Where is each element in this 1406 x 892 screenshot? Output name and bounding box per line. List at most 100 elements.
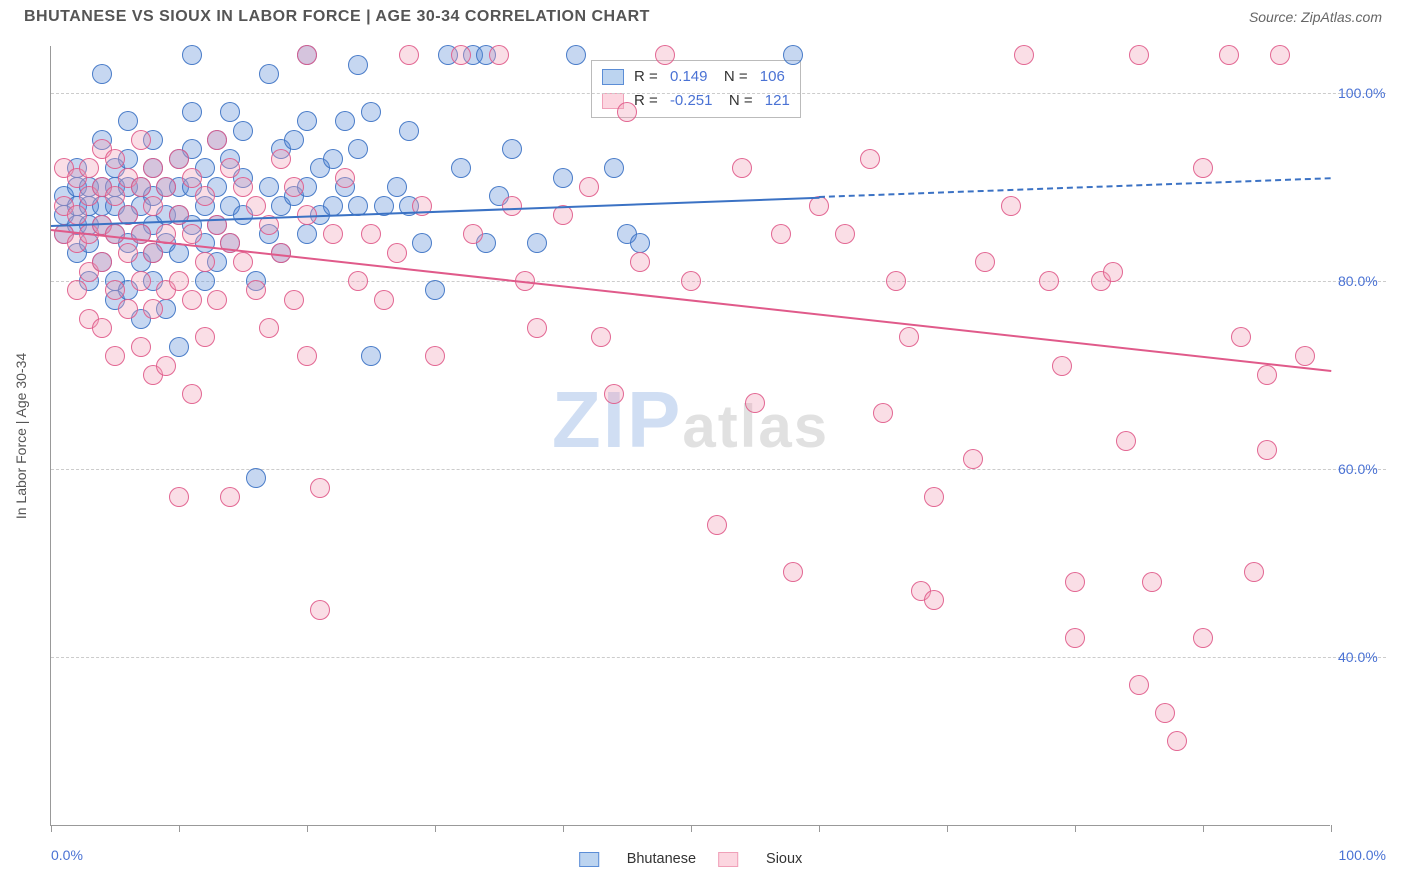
data-point [1257, 440, 1277, 460]
data-point [1167, 731, 1187, 751]
data-point [387, 243, 407, 263]
data-point [463, 224, 483, 244]
data-point [527, 233, 547, 253]
plot-area: ZIPatlas In Labor Force | Age 30-34 R = … [50, 46, 1330, 826]
data-point [886, 271, 906, 291]
data-point [835, 224, 855, 244]
data-point [1065, 628, 1085, 648]
data-point [143, 158, 163, 178]
gridline [51, 657, 1386, 658]
data-point [860, 149, 880, 169]
data-point [655, 45, 675, 65]
data-point [1052, 356, 1072, 376]
data-point [195, 327, 215, 347]
data-point [451, 158, 471, 178]
data-point [374, 290, 394, 310]
data-point [169, 487, 189, 507]
data-point [630, 252, 650, 272]
watermark: ZIPatlas [552, 374, 829, 466]
data-point [1231, 327, 1251, 347]
data-point [323, 224, 343, 244]
data-point [220, 158, 240, 178]
data-point [105, 224, 125, 244]
data-point [399, 45, 419, 65]
legend-swatch-bhutanese [579, 852, 599, 867]
stats-row-bhutanese: R = 0.149 N = 106 [602, 65, 790, 89]
data-point [783, 562, 803, 582]
data-point [182, 102, 202, 122]
chart-title: BHUTANESE VS SIOUX IN LABOR FORCE | AGE … [24, 8, 650, 26]
data-point [1001, 196, 1021, 216]
data-point [975, 252, 995, 272]
x-tick [947, 825, 948, 832]
data-point [131, 130, 151, 150]
data-point [169, 271, 189, 291]
data-point [297, 45, 317, 65]
data-point [233, 252, 253, 272]
data-point [451, 45, 471, 65]
y-tick-label: 100.0% [1330, 85, 1386, 101]
data-point [604, 384, 624, 404]
data-point [924, 487, 944, 507]
x-tick [1203, 825, 1204, 832]
data-point [182, 384, 202, 404]
data-point [259, 318, 279, 338]
data-point [246, 196, 266, 216]
x-axis-label-min: 0.0% [51, 847, 83, 863]
data-point [156, 177, 176, 197]
data-point [361, 346, 381, 366]
data-point [233, 121, 253, 141]
data-point [169, 337, 189, 357]
data-point [118, 299, 138, 319]
data-point [259, 64, 279, 84]
data-point [207, 130, 227, 150]
y-tick-label: 40.0% [1330, 649, 1386, 665]
data-point [67, 280, 87, 300]
data-point [489, 45, 509, 65]
data-point [92, 252, 112, 272]
data-point [591, 327, 611, 347]
data-point [1129, 45, 1149, 65]
data-point [169, 149, 189, 169]
data-point [361, 102, 381, 122]
data-point [963, 449, 983, 469]
data-point [207, 290, 227, 310]
x-tick [1075, 825, 1076, 832]
data-point [284, 130, 304, 150]
data-point [323, 149, 343, 169]
data-point [1116, 431, 1136, 451]
data-point [348, 55, 368, 75]
data-point [630, 233, 650, 253]
data-point [1270, 45, 1290, 65]
stats-n-value-bhutanese: 106 [760, 65, 785, 89]
data-point [220, 487, 240, 507]
y-tick-label: 80.0% [1330, 273, 1386, 289]
data-point [873, 403, 893, 423]
data-point [1244, 562, 1264, 582]
data-point [271, 149, 291, 169]
x-tick [563, 825, 564, 832]
data-point [118, 243, 138, 263]
data-point [348, 271, 368, 291]
data-point [681, 271, 701, 291]
data-point [143, 243, 163, 263]
chart-container: ZIPatlas In Labor Force | Age 30-34 R = … [50, 46, 1386, 826]
y-tick-label: 60.0% [1330, 461, 1386, 477]
data-point [1039, 271, 1059, 291]
data-point [412, 233, 432, 253]
data-point [182, 45, 202, 65]
stats-r-value-bhutanese: 0.149 [670, 65, 708, 89]
data-point [207, 215, 227, 235]
data-point [246, 468, 266, 488]
x-tick [435, 825, 436, 832]
data-point [617, 102, 637, 122]
data-point [425, 346, 445, 366]
data-point [335, 168, 355, 188]
legend-swatch-sioux [718, 852, 738, 867]
trend-line [819, 178, 1331, 199]
data-point [1014, 45, 1034, 65]
data-point [105, 346, 125, 366]
data-point [131, 337, 151, 357]
data-point [553, 168, 573, 188]
data-point [131, 271, 151, 291]
